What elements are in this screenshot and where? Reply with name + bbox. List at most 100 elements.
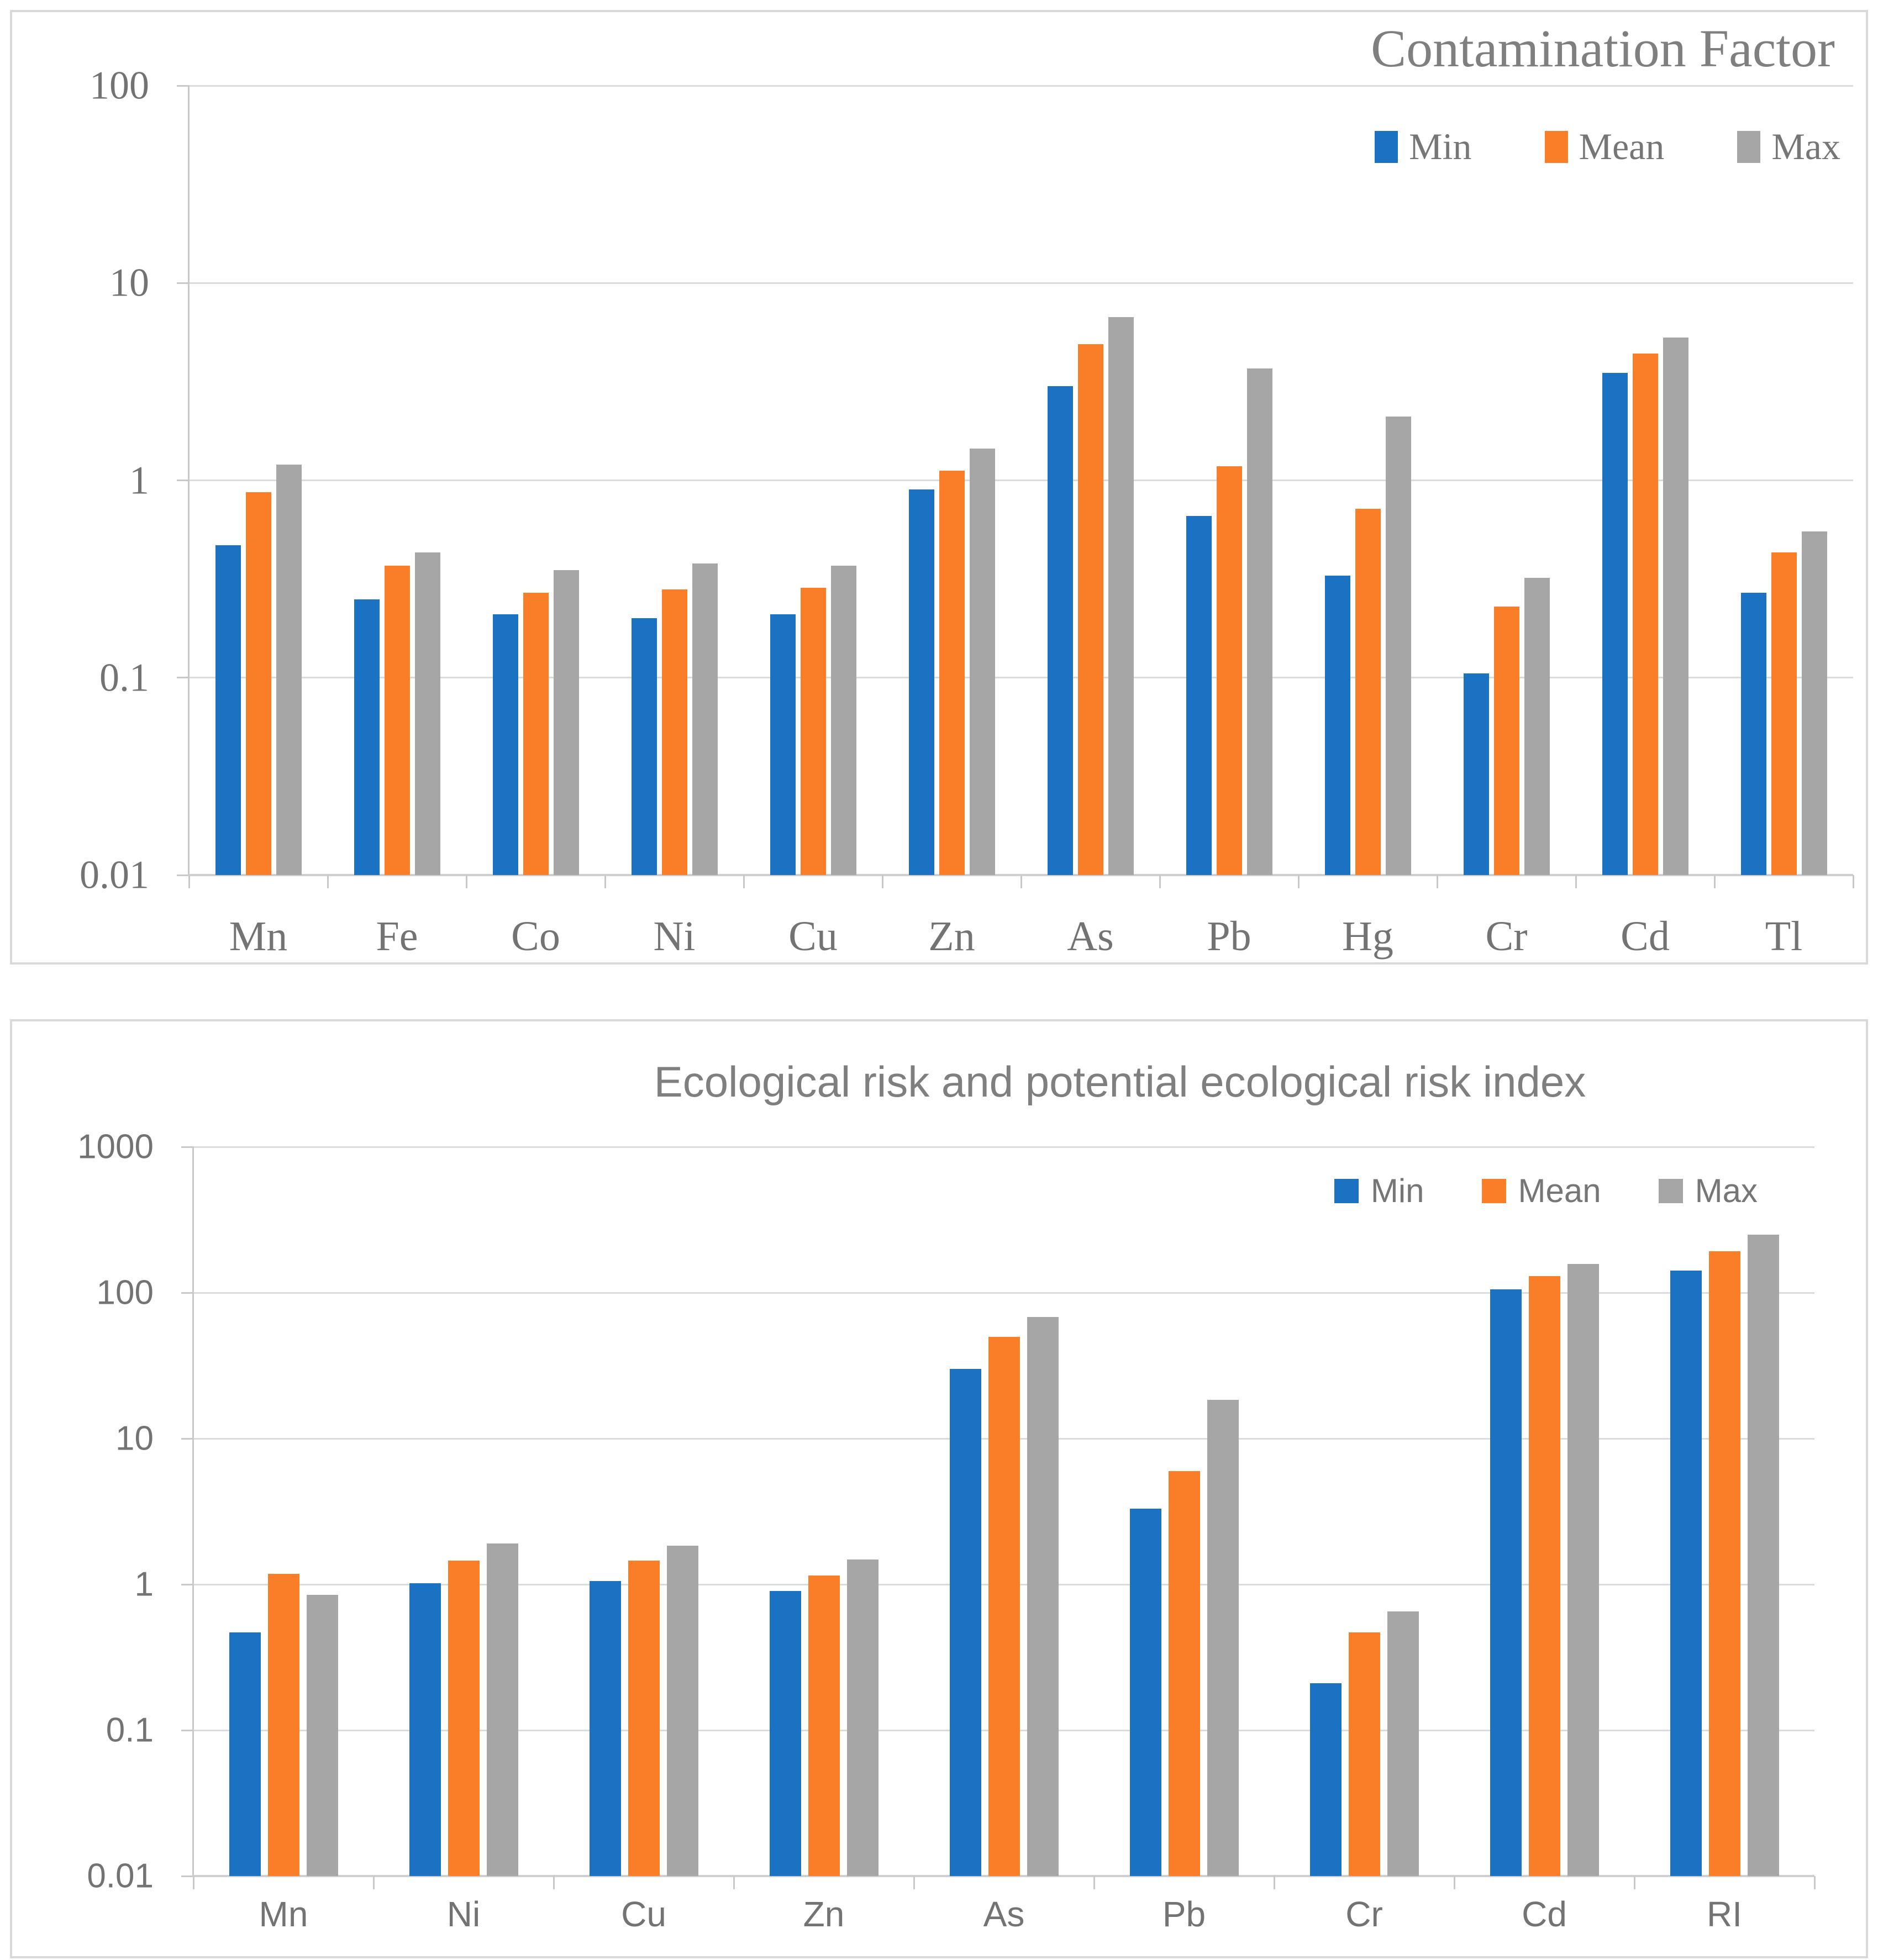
- x-axis-tick-mark: [1852, 875, 1854, 888]
- legend-label: Mean: [1518, 1172, 1601, 1209]
- y-axis-tick-mark: [181, 1292, 193, 1294]
- bar-group-Ni: [605, 86, 744, 875]
- bar-mean-Cd: [1528, 1276, 1560, 1876]
- bar-max-RI: [1747, 1234, 1779, 1876]
- bar-max-Co: [553, 570, 579, 875]
- bar-min-Ni: [631, 618, 657, 875]
- bar-max-Mn: [276, 465, 302, 875]
- bar-min-Zn: [908, 489, 934, 875]
- bar-max-Cd: [1663, 337, 1688, 875]
- bar-max-Zn: [969, 448, 995, 875]
- y-axis-tick-label: 100: [90, 63, 149, 108]
- bar-max-Fe: [414, 552, 440, 875]
- bar-group-Ni: [374, 1147, 554, 1876]
- bar-min-Cu: [589, 1581, 621, 1876]
- bar-mean-Pb: [1216, 466, 1242, 875]
- x-axis-tick-mark: [1093, 1876, 1095, 1889]
- x-axis-tick-mark: [743, 875, 745, 888]
- x-category-label: Mn: [229, 913, 288, 960]
- legend-label: Min: [1370, 1172, 1424, 1209]
- bar-mean-Mn: [245, 492, 271, 875]
- bar-group-Mn: [189, 86, 328, 875]
- y-axis-tick-label: 10: [109, 260, 149, 305]
- x-category-label: Cu: [621, 1894, 666, 1934]
- legend-swatch-min: [1375, 130, 1398, 163]
- bar-max-Cr: [1387, 1611, 1419, 1876]
- gridline: [193, 1146, 1814, 1148]
- legend-swatch-max: [1737, 130, 1761, 163]
- x-category-label: Pb: [1207, 913, 1251, 960]
- chart-title: Ecological risk and potential ecological…: [654, 1057, 1586, 1106]
- x-category-label: As: [1067, 913, 1114, 960]
- bar-mean-Cr: [1348, 1632, 1380, 1876]
- bar-group-RI: [1634, 1147, 1814, 1876]
- bar-group-Cu: [554, 1147, 734, 1876]
- y-axis-tick-mark: [177, 85, 189, 87]
- y-axis-tick-label: 0.01: [87, 1857, 154, 1895]
- y-axis-tick-label: 1: [134, 1565, 154, 1604]
- y-axis-tick-mark: [181, 1437, 193, 1440]
- bar-mean-RI: [1708, 1251, 1740, 1876]
- y-axis-tick-label: 0.1: [106, 1711, 154, 1750]
- bar-min-Fe: [354, 599, 380, 875]
- x-category-label: Fe: [376, 913, 418, 960]
- bar-group-Cd: [1454, 1147, 1634, 1876]
- x-axis-tick-mark: [1273, 1876, 1275, 1889]
- x-axis-tick-mark: [1297, 875, 1300, 888]
- bar-group-Fe: [328, 86, 466, 875]
- bar-min-Co: [492, 614, 518, 875]
- legend-label: Mean: [1579, 125, 1665, 167]
- chart-title: Contamination Factor: [1371, 19, 1835, 78]
- x-category-label: Cu: [788, 913, 838, 960]
- y-axis-tick-label: 1: [129, 458, 149, 502]
- plot-area: 100 10 1 0.1 0.01 Mn Fe Co Ni Cu Zn As Pb Hg Cr Cd Tl: [80, 64, 1854, 960]
- bar-mean-Mn: [267, 1574, 299, 1876]
- bar-group-As: [1021, 86, 1160, 875]
- y-axis-tick-label: 10: [115, 1419, 154, 1458]
- y-axis-tick-mark: [181, 1146, 193, 1148]
- legend-swatch-max: [1658, 1178, 1683, 1203]
- bar-mean-Zn: [808, 1576, 840, 1876]
- y-axis-tick-label: 100: [96, 1273, 154, 1312]
- x-axis-tick-mark: [1575, 875, 1577, 888]
- y-axis-tick-mark: [181, 1875, 193, 1877]
- bar-max-As: [1108, 317, 1134, 875]
- bar-min-Mn: [215, 545, 241, 875]
- gridline: [189, 85, 1853, 87]
- contamination-factor-chart-panel: Contamination Factor Min Mean Max 100 10 1 0.…: [10, 10, 1868, 965]
- x-axis-line: [193, 1875, 1814, 1877]
- bar-group-Hg: [1298, 86, 1437, 875]
- x-axis-tick-mark: [604, 875, 606, 888]
- x-axis-tick-mark: [372, 1876, 375, 1889]
- bar-max-Pb: [1246, 368, 1272, 875]
- x-axis-tick-mark: [913, 1876, 915, 1889]
- y-axis-line: [188, 86, 190, 875]
- bar-max-Zn: [846, 1559, 878, 1876]
- bar-min-As: [949, 1369, 981, 1876]
- bar-min-RI: [1670, 1270, 1702, 1876]
- bar-min-Pb: [1129, 1509, 1161, 1876]
- x-axis-tick-mark: [881, 875, 883, 888]
- bar-min-Cd: [1602, 373, 1628, 875]
- bar-max-Ni: [692, 563, 718, 875]
- bar-mean-Tl: [1771, 552, 1797, 875]
- x-category-label: As: [983, 1894, 1025, 1934]
- bar-group-Cu: [744, 86, 882, 875]
- legend-item-mean: Mean: [1481, 1172, 1601, 1210]
- y-axis-tick-label: 0.1: [99, 655, 149, 700]
- bar-min-Ni: [409, 1583, 441, 1876]
- bar-max-As: [1027, 1317, 1059, 1876]
- y-axis-tick-mark: [177, 874, 189, 876]
- gridline: [189, 480, 1853, 481]
- x-category-label: Ni: [446, 1894, 481, 1934]
- x-category-label: Pb: [1162, 1894, 1206, 1934]
- bar-mean-Fe: [384, 565, 410, 875]
- legend-item-mean: Mean: [1544, 125, 1665, 168]
- bar-min-Cu: [770, 614, 796, 875]
- ecological-risk-chart-panel: Ecological risk and potential ecological…: [10, 1019, 1868, 1958]
- bar-group-As: [914, 1147, 1094, 1876]
- x-category-label: Co: [511, 913, 560, 960]
- y-axis-tick-mark: [177, 677, 189, 679]
- x-axis-tick-mark: [192, 1876, 194, 1889]
- x-axis-tick-mark: [1436, 875, 1438, 888]
